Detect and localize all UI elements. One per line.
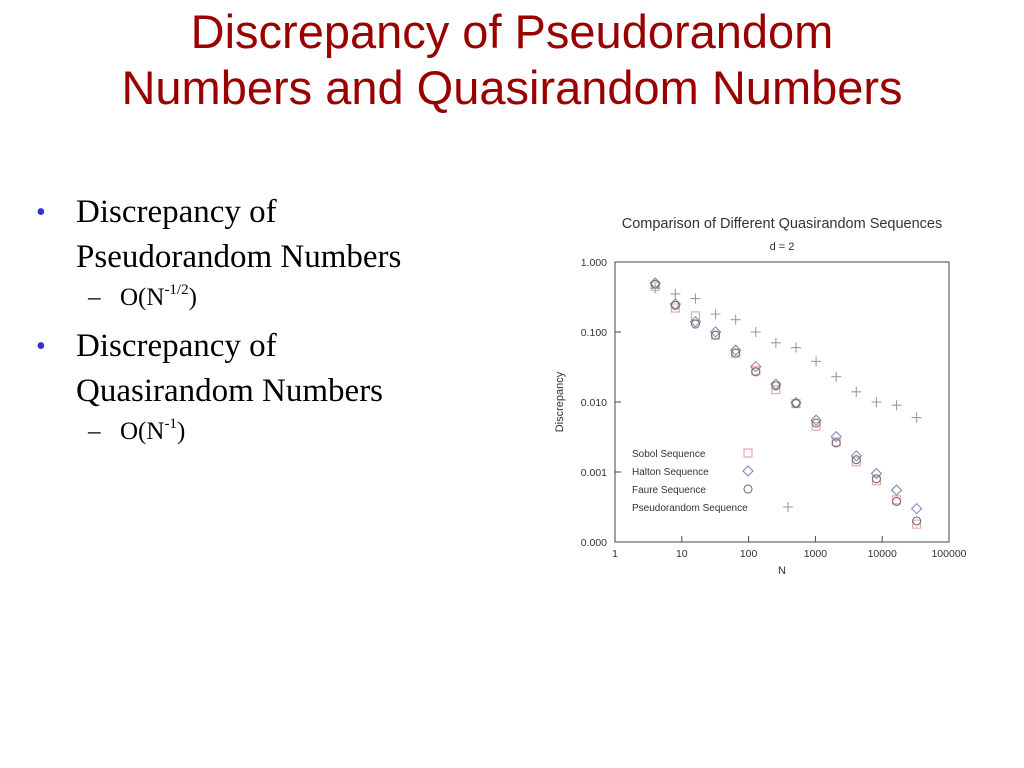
data-point-plus	[891, 400, 902, 411]
data-point-diamond	[870, 467, 883, 480]
data-point-diamond	[689, 315, 702, 328]
data-point-square	[771, 385, 781, 395]
data-point-circle	[831, 438, 841, 448]
data-point-diamond	[910, 502, 923, 515]
data-point-diamond	[810, 414, 822, 426]
order-exponent: -1	[164, 416, 177, 432]
order-exponent: -1/2	[164, 282, 189, 298]
data-point-plus	[650, 283, 661, 294]
data-point-circle	[771, 381, 781, 391]
dash-icon: –	[88, 418, 101, 445]
title-line-2: Numbers and Quasirandom Numbers	[121, 61, 903, 114]
dash-icon: –	[88, 284, 101, 311]
bullet-dot-icon: •	[36, 331, 46, 362]
y-tick-label: 0.100	[581, 327, 607, 339]
data-point-square	[670, 303, 680, 313]
legend-label: Sobol Sequence	[632, 449, 706, 460]
data-point-plus	[871, 397, 882, 407]
data-point-circle	[871, 474, 881, 484]
data-point-circle	[731, 348, 741, 358]
bullet-text-line: Pseudorandom Numbers	[76, 239, 402, 275]
data-point-plus	[770, 337, 781, 348]
chart-subtitle: d = 2	[770, 241, 795, 253]
x-axis-label: N	[778, 565, 786, 577]
x-tick-label: 1000	[804, 548, 828, 560]
legend-marker-square	[743, 448, 753, 458]
data-point-circle	[891, 496, 902, 506]
y-tick-label: 1.000	[581, 257, 607, 269]
plot-frame	[614, 261, 950, 543]
data-point-plus	[730, 314, 741, 325]
bullet-list: • Discrepancy of Pseudorandom Numbers – …	[36, 190, 536, 458]
bullet-text-line: Discrepancy of	[76, 328, 277, 364]
legend-marker-plus	[783, 502, 793, 512]
y-tick-label: 0.001	[581, 467, 607, 479]
chart-title: Comparison of Different Quasirandom Sequ…	[622, 216, 943, 232]
data-point-plus	[690, 293, 701, 304]
data-point-circle	[791, 399, 801, 409]
data-point-plus	[790, 342, 801, 353]
bullet-text-line: Discrepancy of	[76, 194, 277, 230]
bullet-dot-icon: •	[36, 197, 46, 228]
data-point-diamond	[890, 484, 903, 496]
data-point-diamond	[709, 326, 722, 338]
title-line-1: Discrepancy of Pseudorandom	[190, 5, 834, 58]
data-point-diamond	[770, 378, 782, 390]
series-plus	[650, 283, 922, 423]
data-point-diamond	[830, 430, 842, 443]
legend: Sobol Sequence Halton Sequence Faure Seque…	[632, 448, 793, 514]
x-tick-label: 10	[676, 548, 688, 560]
y-tick-label: 0.010	[581, 397, 607, 409]
data-point-circle	[851, 455, 861, 465]
data-point-circle	[912, 516, 922, 526]
data-point-plus	[750, 327, 761, 337]
order-suffix: )	[188, 284, 197, 311]
order-suffix: )	[176, 418, 186, 445]
legend-label: Halton Sequence	[632, 467, 709, 478]
data-point-diamond	[729, 344, 742, 356]
bullet-pseudorandom: • Discrepancy of Pseudorandom Numbers	[36, 190, 536, 280]
data-point-square	[690, 311, 700, 321]
y-axis-label: Discrepancy	[554, 371, 566, 432]
discrepancy-chart: Comparison of Different Quasirandom Sequ…	[554, 216, 967, 577]
data-point-plus	[851, 386, 862, 397]
data-point-circle	[811, 418, 821, 428]
bullet-quasirandom: • Discrepancy of Quasirandom Numbers	[36, 324, 536, 414]
data-point-diamond	[850, 450, 863, 462]
data-point-diamond	[749, 360, 762, 373]
x-tick-label: 100000	[931, 548, 966, 560]
sub-bullet-pseudorandom-order: – O(N-1/2)	[36, 280, 536, 316]
data-marks	[649, 277, 923, 529]
data-point-circle	[690, 319, 700, 329]
legend-label: Pseudorandom Sequence	[632, 503, 748, 514]
axis-ticks: 1 10 100 1000 10000 100000 0.000 0.001 0.010 0.10…	[581, 257, 967, 560]
sub-bullet-quasirandom-order: – O(N-1)	[36, 414, 536, 450]
data-point-circle	[710, 330, 721, 340]
data-point-plus	[670, 288, 681, 299]
y-tick-label: 0.000	[581, 537, 607, 549]
data-point-plus	[831, 371, 842, 382]
order-prefix: O(N	[120, 418, 165, 445]
data-point-plus	[811, 356, 822, 367]
legend-marker-circle	[743, 484, 753, 494]
slide-title: Discrepancy of Pseudorandom Numbers and …	[0, 4, 1024, 116]
order-prefix: O(N	[120, 284, 165, 311]
bullet-text-line: Quasirandom Numbers	[76, 373, 384, 409]
legend-label: Faure Sequence	[632, 485, 706, 496]
data-point-circle	[751, 367, 761, 377]
data-point-square	[912, 519, 922, 529]
data-point-plus	[911, 412, 922, 423]
data-point-plus	[710, 309, 721, 320]
x-tick-label: 10000	[868, 548, 897, 560]
x-tick-label: 100	[740, 548, 758, 560]
data-point-square	[811, 421, 821, 431]
data-point-circle	[670, 300, 680, 310]
x-tick-label: 1	[612, 548, 618, 560]
legend-marker-diamond	[742, 465, 754, 477]
